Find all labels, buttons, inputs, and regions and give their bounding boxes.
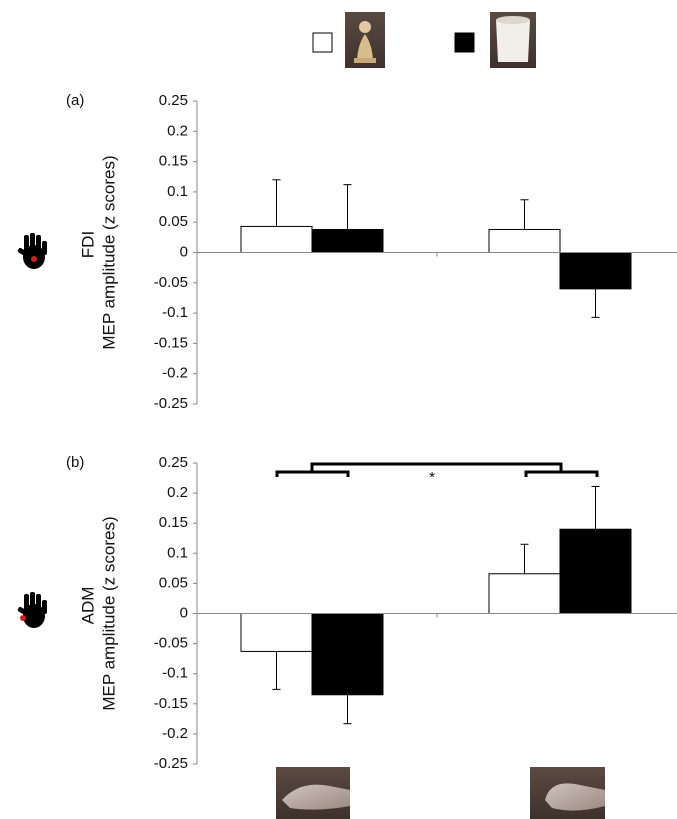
y-tick-label: 0.2	[167, 484, 188, 501]
y-tick-label: 0.15	[159, 514, 188, 531]
panel-label: (b)	[66, 454, 84, 471]
y-tick-label: 0.05	[159, 213, 188, 230]
significance-bracket	[310, 462, 563, 472]
y-tick-label: 0.2	[167, 122, 188, 139]
y-tick-label: 0.1	[167, 544, 188, 561]
bar	[240, 613, 313, 652]
legend-photo-cup	[490, 12, 536, 68]
y-tick-label: -0.2	[162, 725, 188, 742]
y-axis-label: MEP amplitude (z scores)	[99, 155, 118, 349]
muscle-label: FDI	[78, 231, 97, 258]
y-tick-label: 0.05	[159, 574, 188, 591]
significance-bracket	[524, 470, 599, 477]
y-tick-label: -0.2	[162, 365, 188, 382]
y-tick-label: 0	[180, 604, 188, 621]
significance-annotation: *	[429, 469, 435, 486]
y-tick-label: -0.25	[154, 395, 188, 412]
y-tick-label: -0.15	[154, 695, 188, 712]
y-tick-label: 0.25	[159, 454, 188, 471]
y-tick-label: -0.1	[162, 304, 188, 321]
y-tick-label: -0.25	[154, 755, 188, 772]
hand-photo-precision	[530, 767, 605, 819]
legend-swatch	[454, 32, 475, 53]
bar	[311, 613, 384, 696]
legend-photo-pawn	[345, 12, 385, 68]
bar	[559, 528, 632, 614]
y-tick-label: 0.15	[159, 153, 188, 170]
y-axis-label: MEP amplitude (z scores)	[99, 516, 118, 710]
bar	[240, 225, 313, 254]
y-tick-label: -0.15	[154, 334, 188, 351]
hand-icon	[17, 592, 47, 628]
y-tick-label: 0.25	[159, 92, 188, 109]
y-tick-label: 0	[180, 243, 188, 260]
hand-photo-power	[276, 767, 350, 819]
y-tick-label: -0.05	[154, 274, 188, 291]
y-tick-label: -0.1	[162, 665, 188, 682]
bar	[311, 228, 384, 253]
significance-bracket	[275, 470, 350, 477]
legend-swatch	[312, 32, 333, 53]
y-tick-label: -0.05	[154, 635, 188, 652]
muscle-label: ADM	[78, 587, 97, 625]
bar	[488, 228, 561, 253]
hand-icon	[17, 233, 47, 269]
bar	[559, 252, 632, 290]
panel-label: (a)	[66, 92, 84, 109]
y-tick-label: 0.1	[167, 183, 188, 200]
bar	[488, 573, 561, 615]
